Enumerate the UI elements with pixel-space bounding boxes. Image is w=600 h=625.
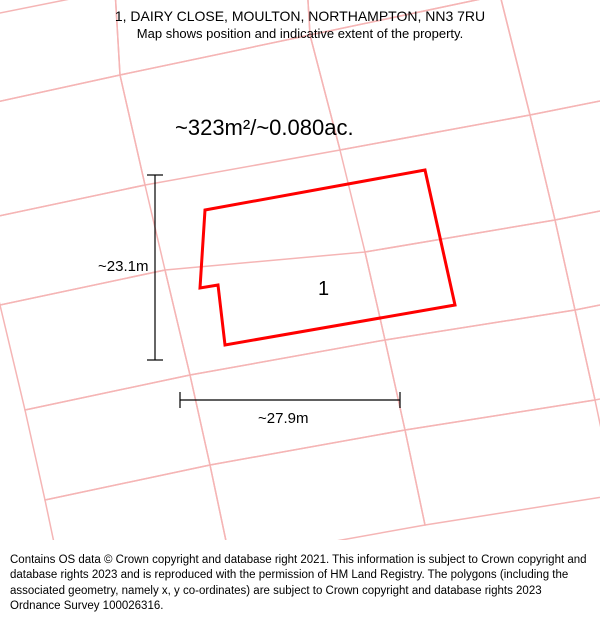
page-subtitle: Map shows position and indicative extent… xyxy=(0,26,600,41)
property-map xyxy=(0,0,600,540)
height-dimension-label: ~23.1m xyxy=(98,258,148,275)
plot-number-label: 1 xyxy=(318,278,329,301)
area-label: ~323m²/~0.080ac. xyxy=(175,115,354,141)
copyright-footer: Contains OS data © Crown copyright and d… xyxy=(0,547,600,625)
page-title: 1, DAIRY CLOSE, MOULTON, NORTHAMPTON, NN… xyxy=(0,8,600,24)
width-dimension-label: ~27.9m xyxy=(258,410,308,427)
